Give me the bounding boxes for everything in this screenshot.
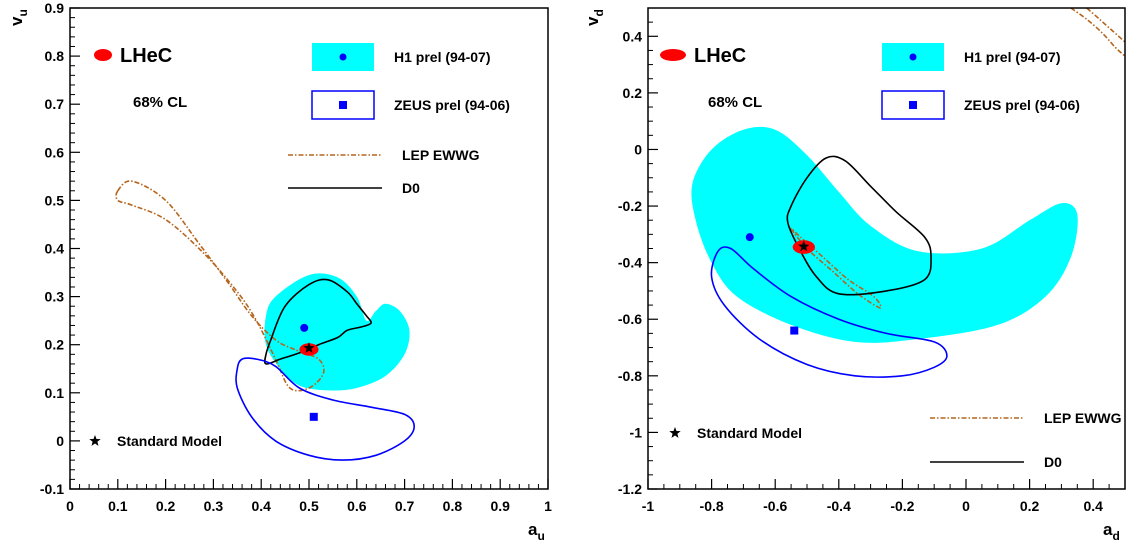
confidence-level-label: 68% CL bbox=[708, 94, 762, 111]
confidence-level-label: 68% CL bbox=[133, 94, 187, 111]
lep-legend-label: LEP EWWG bbox=[402, 147, 480, 163]
lhec-label: LHeC bbox=[120, 45, 172, 67]
x-tick-label: 0.5 bbox=[299, 498, 319, 514]
x-axis-label: au bbox=[528, 520, 545, 543]
h1-central-point bbox=[745, 233, 754, 242]
lep2-contour-line bbox=[1070, 8, 1125, 57]
x-tick-label: 0.2 bbox=[156, 498, 176, 514]
y-tick-label: 0.7 bbox=[45, 96, 65, 112]
y-tick-label: 0 bbox=[56, 433, 64, 449]
y-tick-label: 0.2 bbox=[45, 337, 65, 353]
x-tick-label: 0.6 bbox=[347, 498, 367, 514]
y-tick-label: -0.2 bbox=[618, 198, 642, 214]
y-tick-label: 0.4 bbox=[45, 241, 65, 257]
lhec-legend-marker bbox=[94, 49, 112, 61]
x-tick-label: 0.8 bbox=[443, 498, 463, 514]
x-tick-label: -1 bbox=[642, 498, 655, 514]
d0-contour-line bbox=[786, 155, 932, 296]
zeus-legend-point bbox=[909, 101, 917, 109]
zeus-contour-line bbox=[710, 246, 948, 378]
plot-area bbox=[691, 8, 1125, 378]
x-tick-label: -0.2 bbox=[890, 498, 914, 514]
h1-central-point bbox=[300, 323, 309, 332]
x-tick-label: 0.9 bbox=[490, 498, 510, 514]
h1-contour-fill bbox=[264, 273, 410, 391]
y-tick-label: 0.6 bbox=[45, 144, 65, 160]
x-tick-label: 0.4 bbox=[1083, 498, 1103, 514]
standard-model-point bbox=[303, 342, 315, 353]
y-tick-label: -0.6 bbox=[618, 311, 642, 327]
lhec-legend-marker bbox=[660, 49, 686, 61]
y-tick-label: -0.4 bbox=[618, 255, 642, 271]
x-tick-label: 0 bbox=[66, 498, 74, 514]
right-plot-downquark: -1 -0.8 -0.6 -0.4 -0.2 0 0.2 0.4-1.2-1-0.8-0.6-… bbox=[583, 7, 1126, 543]
zeus-legend-point bbox=[339, 101, 347, 109]
zeus-central-point bbox=[309, 412, 318, 421]
y-tick-label: 0.1 bbox=[45, 385, 65, 401]
lhec-label: LHeC bbox=[694, 45, 746, 67]
legend: LHeC 68% CL H1 prel (94-07) ZEUS prel (94-0… bbox=[660, 43, 1122, 470]
x-axis-label-sub: d bbox=[1112, 529, 1119, 543]
x-tick-label: 0.2 bbox=[1020, 498, 1040, 514]
y-tick-label: 0.4 bbox=[623, 28, 643, 44]
x-tick-label: 0 bbox=[962, 498, 970, 514]
x-tick-label: 0.1 bbox=[108, 498, 128, 514]
y-axis-label-sub: d bbox=[592, 9, 606, 16]
y-tick-label: 0.3 bbox=[45, 289, 65, 305]
zeus-legend-label: ZEUS prel (94-06) bbox=[964, 97, 1080, 113]
x-tick-label: 0.4 bbox=[251, 498, 271, 514]
lep3-contour-line bbox=[1086, 8, 1125, 43]
y-axis-label: vu bbox=[7, 9, 30, 26]
sm-legend-label: Standard Model bbox=[697, 425, 802, 441]
plot-area bbox=[115, 180, 416, 461]
x-tick-label: -0.4 bbox=[827, 498, 851, 514]
lep-legend-label: LEP EWWG bbox=[1044, 410, 1122, 426]
y-tick-label: 0.9 bbox=[45, 0, 65, 16]
lep-contour-line bbox=[115, 180, 325, 392]
h1-contour-fill bbox=[691, 126, 1078, 343]
sm-legend-label: Standard Model bbox=[117, 433, 222, 449]
y-tick-label: -1.2 bbox=[618, 481, 642, 497]
y-tick-label: -1 bbox=[630, 424, 643, 440]
x-tick-label: -0.8 bbox=[700, 498, 724, 514]
zeus-central-point bbox=[790, 326, 799, 335]
legend: LHeC 68% CL H1 prel (94-07) ZEUS prel (94-0… bbox=[89, 43, 510, 449]
x-tick-label: 1 bbox=[544, 498, 552, 514]
sm-legend-star bbox=[89, 435, 101, 446]
zeus-contour-line bbox=[235, 357, 416, 461]
y-tick-label: 0 bbox=[634, 141, 642, 157]
h1-legend-point bbox=[339, 53, 347, 61]
y-axis-label-sub: u bbox=[16, 9, 30, 16]
zeus-legend-label: ZEUS prel (94-06) bbox=[394, 97, 510, 113]
y-tick-label: 0.5 bbox=[45, 192, 65, 208]
x-tick-label: -0.6 bbox=[763, 498, 787, 514]
y-tick-label: 0.8 bbox=[45, 48, 65, 64]
x-axis-label-sub: u bbox=[537, 529, 544, 543]
y-tick-label: -0.8 bbox=[618, 368, 642, 384]
x-axis-label: ad bbox=[1103, 520, 1120, 543]
h1-legend-label: H1 prel (94-07) bbox=[394, 49, 490, 65]
d0-legend-label: D0 bbox=[402, 180, 420, 196]
x-tick-label: 0.7 bbox=[395, 498, 415, 514]
y-tick-label: 0.2 bbox=[623, 85, 643, 101]
d0-legend-label: D0 bbox=[1044, 454, 1062, 470]
h1-legend-label: H1 prel (94-07) bbox=[964, 49, 1060, 65]
plot-frame bbox=[69, 7, 549, 490]
left-plot-upquark: 0 0.1 0.2 0.3 0.4 0.5 0.6 0.7 0.8 0.9 1-0.100.10.2… bbox=[7, 0, 552, 543]
sm-legend-star bbox=[669, 427, 681, 438]
h1-legend-point bbox=[909, 53, 917, 61]
x-tick-label: 0.3 bbox=[204, 498, 224, 514]
standard-model-point bbox=[798, 240, 810, 252]
y-tick-label: -0.1 bbox=[40, 481, 64, 497]
y-axis-label: vd bbox=[583, 9, 606, 26]
